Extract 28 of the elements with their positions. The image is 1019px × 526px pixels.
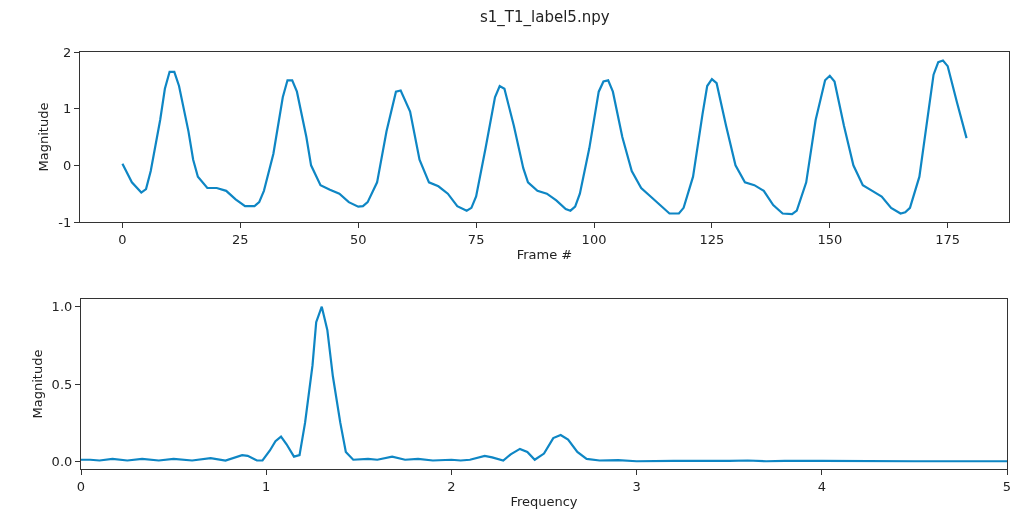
x-tick-label: 25 [232, 231, 249, 247]
x-tick-label: 50 [349, 231, 367, 247]
line-series [81, 305, 1007, 463]
y-tick-label: 1.0 [51, 299, 73, 315]
x-tick-label: 150 [817, 231, 843, 247]
line-series [121, 59, 968, 216]
y-tick-label: 0.5 [51, 376, 73, 392]
x-tick-label: 2 [447, 478, 456, 494]
x-tick-label: 100 [581, 231, 607, 247]
y-axis-title: Magnitude [36, 102, 52, 172]
y-tick-label: 0 [63, 157, 72, 173]
y-axis-title: Magnitude [29, 349, 45, 419]
x-tick-label: 3 [632, 478, 641, 494]
x-tick-label: 4 [817, 478, 826, 494]
x-axis-title: Frame # [516, 247, 573, 263]
x-tick-label: 125 [699, 231, 725, 247]
chart-title: s1_T1_label5.npy [480, 8, 610, 27]
y-tick-label: 2 [63, 44, 72, 60]
x-tick-label: 75 [467, 231, 485, 247]
x-tick-label: 175 [935, 231, 961, 247]
y-tick-label: -1 [58, 214, 72, 230]
x-axis-title: Frequency [510, 494, 578, 510]
x-tick-label: 0 [76, 478, 86, 494]
y-tick-label: 1 [63, 101, 72, 117]
x-tick-label: 0 [118, 231, 127, 247]
y-tick-label: 0.0 [51, 453, 73, 469]
x-tick-label: 1 [262, 478, 271, 494]
x-tick-label: 5 [1002, 478, 1012, 494]
